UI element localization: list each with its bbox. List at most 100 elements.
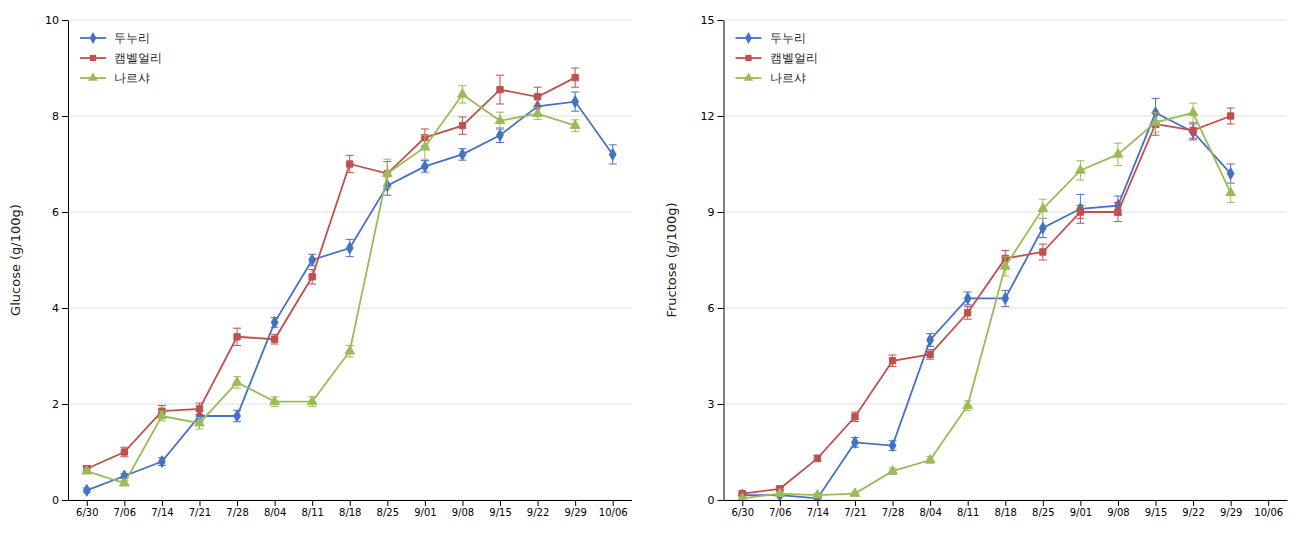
error-bar [271, 397, 279, 407]
y-tick: 8 [52, 110, 68, 123]
x-tick-mark [312, 500, 313, 506]
marker [383, 168, 393, 176]
error-bar [1076, 194, 1084, 223]
x-tick: 9/22 [1182, 500, 1204, 518]
x-tick-label: 7/28 [226, 507, 248, 518]
error-bar [496, 128, 504, 142]
error-bar [1114, 143, 1122, 165]
x-tick: 6/30 [76, 500, 98, 518]
y-tick: 2 [52, 398, 68, 411]
marker [850, 488, 860, 496]
y-tick: 0 [708, 494, 724, 507]
y-tick: 0 [52, 494, 68, 507]
error-bar [308, 254, 316, 266]
grid-line [724, 20, 1288, 21]
error-bar [1227, 108, 1235, 124]
error-bar [195, 403, 203, 415]
x-tick: 9/08 [1107, 500, 1129, 518]
x-tick-mark [162, 500, 163, 506]
marker [570, 120, 580, 128]
x-axis: 6/307/067/147/217/288/048/118/188/259/01… [69, 500, 633, 518]
x-tick-mark [1080, 500, 1081, 506]
marker [157, 410, 167, 418]
error-bar [889, 355, 897, 367]
series-line [742, 113, 1230, 499]
y-tick-mark [718, 212, 724, 213]
error-bar [571, 68, 579, 87]
marker [1000, 261, 1010, 269]
x-tick-mark [575, 500, 576, 506]
panel: 6/307/067/147/217/288/048/118/188/259/01… [664, 14, 1288, 518]
y-tick: 6 [708, 302, 724, 315]
x-tick: 7/21 [844, 500, 866, 518]
legend-label: 캠벨얼리 [114, 51, 162, 65]
marker [309, 254, 316, 266]
x-tick-label: 7/21 [189, 507, 211, 518]
marker [927, 334, 934, 346]
error-bar [1039, 244, 1047, 260]
marker [195, 418, 205, 426]
x-tick-mark [350, 500, 351, 506]
error-bar [609, 145, 617, 164]
y-tick-label: 6 [52, 206, 59, 219]
marker [307, 396, 317, 404]
y-tick-label: 6 [708, 302, 715, 315]
error-bar [1001, 257, 1009, 276]
x-tick-mark [275, 500, 276, 506]
marker [121, 449, 127, 455]
marker [271, 317, 278, 329]
marker [421, 161, 428, 173]
y-tick-mark [718, 116, 724, 117]
legend-item: 캠벨얼리 [80, 51, 162, 65]
plot-area [82, 68, 617, 496]
y-tick-label: 0 [52, 494, 59, 507]
marker [83, 485, 90, 497]
error-bar [1227, 164, 1235, 183]
x-tick-label: 8/04 [264, 507, 286, 518]
marker [345, 346, 355, 354]
error-bar [1114, 202, 1122, 221]
x-tick-mark [742, 500, 743, 506]
error-bar [421, 135, 429, 159]
grid-line [724, 212, 1288, 213]
x-tick-label: 7/06 [114, 507, 136, 518]
error-bar [271, 334, 279, 344]
y-axis-title: Fructose (g/100g) [664, 202, 679, 317]
legend-marker [90, 55, 96, 61]
x-tick-mark [199, 500, 200, 506]
x-tick: 9/15 [489, 500, 511, 518]
series [737, 103, 1235, 500]
marker [814, 455, 820, 461]
x-tick-label: 8/11 [301, 507, 323, 518]
x-tick: 9/29 [564, 500, 586, 518]
x-tick: 8/11 [957, 500, 979, 518]
error-bar [458, 117, 466, 134]
x-tick: 10/06 [1254, 500, 1283, 518]
error-bar [346, 345, 354, 357]
marker [1227, 113, 1233, 119]
x-tick-label: 9/15 [489, 507, 511, 518]
marker [1226, 187, 1236, 195]
grid-line [68, 308, 632, 309]
y-axis: 03691215 [701, 14, 725, 507]
x-tick-mark [1231, 500, 1232, 506]
marker [497, 129, 504, 141]
series-line [742, 113, 1230, 499]
marker [1115, 209, 1121, 215]
x-tick-mark [500, 500, 501, 506]
legend-marker [90, 32, 97, 44]
x-tick-mark [425, 500, 426, 506]
y-tick-mark [718, 500, 724, 501]
y-tick-label: 0 [708, 494, 715, 507]
marker [234, 334, 240, 340]
x-tick-mark [1268, 500, 1269, 506]
x-tick: 8/18 [995, 500, 1017, 518]
marker [534, 94, 540, 100]
marker [459, 122, 465, 128]
error-bar [1152, 113, 1160, 135]
error-bar [1039, 199, 1047, 218]
error-bar [1152, 113, 1160, 132]
y-tick-mark [718, 308, 724, 309]
marker [1113, 149, 1123, 157]
error-bar [233, 328, 241, 345]
